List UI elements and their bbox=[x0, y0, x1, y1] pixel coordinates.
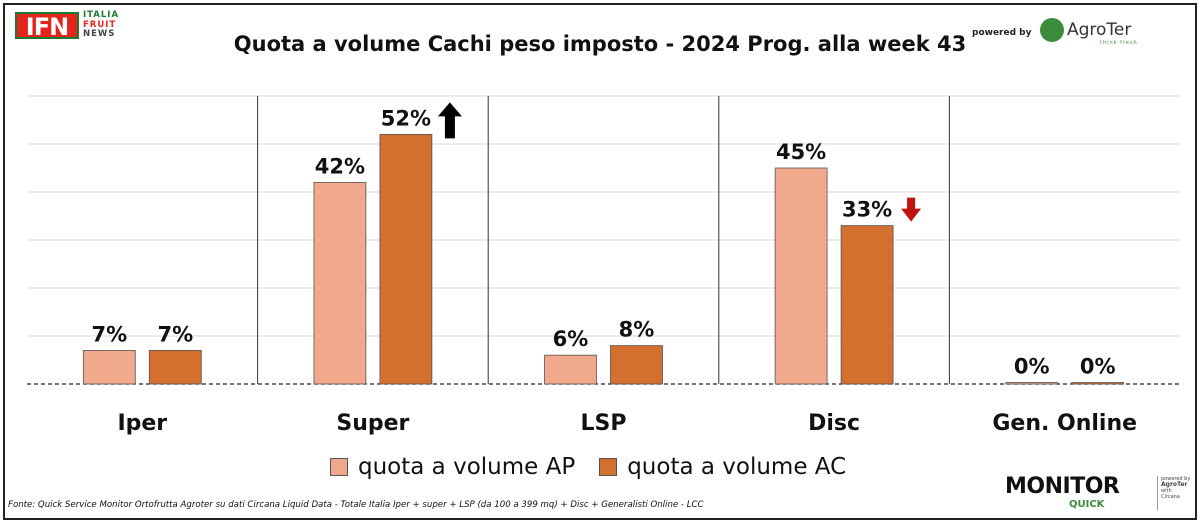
legend-item-ap: quota a volume AP bbox=[330, 454, 575, 480]
data-label: 7% bbox=[91, 322, 127, 346]
chart-frame bbox=[3, 3, 1197, 520]
data-label: 45% bbox=[776, 140, 826, 164]
ifn-word-2: FRUIT bbox=[83, 19, 117, 30]
category-label: Gen. Online bbox=[992, 411, 1137, 436]
source-footnote: Fonte: Quick Service Monitor Ortofrutta … bbox=[8, 500, 704, 510]
data-label: 7% bbox=[157, 322, 193, 346]
bar-ac bbox=[1071, 382, 1125, 385]
powered-by-label: powered by bbox=[972, 28, 1032, 38]
arrow-up-icon bbox=[437, 102, 462, 139]
trend-arrows bbox=[437, 102, 922, 222]
gridlines bbox=[27, 95, 1180, 385]
monitor-credit-4: Circana bbox=[1161, 494, 1180, 500]
category-label: LSP bbox=[581, 411, 627, 436]
agroter-name: AgroTer bbox=[1067, 20, 1132, 40]
arrow-down-icon bbox=[901, 197, 922, 222]
legend-swatch-ac bbox=[599, 458, 618, 476]
chart-title: Quota a volume Cachi peso imposto - 2024… bbox=[233, 32, 967, 56]
legend-swatch-ap bbox=[330, 458, 348, 476]
data-label: 33% bbox=[842, 198, 892, 222]
bar-ap bbox=[1005, 382, 1059, 385]
legend-label-ap: quota a volume AP bbox=[358, 454, 576, 480]
ifn-logo-words: ITALIA FRUIT NEWS bbox=[83, 10, 120, 40]
bar-ap bbox=[544, 354, 597, 385]
bar-ac bbox=[148, 349, 202, 385]
data-label: 8% bbox=[619, 318, 655, 342]
monitor-quick-logo: MONITOR QUICK powered by AgroTer with Ci… bbox=[1005, 474, 1195, 514]
data-label: 42% bbox=[315, 154, 365, 178]
category-label: Disc bbox=[808, 411, 860, 436]
bar-ac bbox=[379, 133, 433, 385]
bar-ap bbox=[313, 181, 367, 385]
ifn-word-3: NEWS bbox=[83, 29, 116, 39]
ifn-logo: IFN ITALIA FRUIT NEWS bbox=[15, 8, 130, 44]
bar-ap bbox=[82, 349, 136, 385]
bar-ac bbox=[840, 225, 894, 385]
monitor-credit-2: AgroTer bbox=[1161, 481, 1188, 488]
ifn-word-1: ITALIA bbox=[83, 10, 120, 20]
agroter-logo: AgroTer think fresh bbox=[1040, 18, 1150, 48]
agroter-tree-icon bbox=[1040, 18, 1064, 42]
monitor-credit-1: powered by bbox=[1161, 476, 1191, 482]
monitor-credit-3: with bbox=[1161, 488, 1172, 494]
legend-item-ac: quota a volume AC bbox=[599, 454, 846, 480]
bars bbox=[82, 133, 1125, 385]
category-separators bbox=[257, 96, 950, 384]
agroter-tagline: think fresh bbox=[1100, 40, 1138, 46]
monitor-logo-sub: QUICK bbox=[1069, 499, 1105, 510]
ifn-logo-mark: IFN bbox=[15, 12, 79, 41]
category-label: Iper bbox=[117, 411, 167, 436]
legend: quota a volume AP quota a volume AC bbox=[330, 452, 846, 482]
data-label: 52% bbox=[381, 106, 431, 130]
data-label: 0% bbox=[1014, 355, 1050, 379]
bar-ac bbox=[610, 345, 663, 385]
monitor-logo-word: MONITOR bbox=[1005, 474, 1120, 499]
category-label: Super bbox=[336, 411, 409, 436]
data-labels: 7% 7% 42% 52% 6% 8% 45% 33% 0% 0% bbox=[91, 106, 1115, 378]
bar-ap bbox=[774, 167, 828, 385]
category-labels: Iper Super LSP Disc Gen. Online bbox=[117, 411, 1137, 436]
data-label: 6% bbox=[553, 327, 589, 351]
data-label: 0% bbox=[1080, 355, 1116, 379]
legend-label-ac: quota a volume AC bbox=[627, 454, 847, 480]
monitor-logo-credits: powered by AgroTer with Circana bbox=[1157, 476, 1193, 510]
